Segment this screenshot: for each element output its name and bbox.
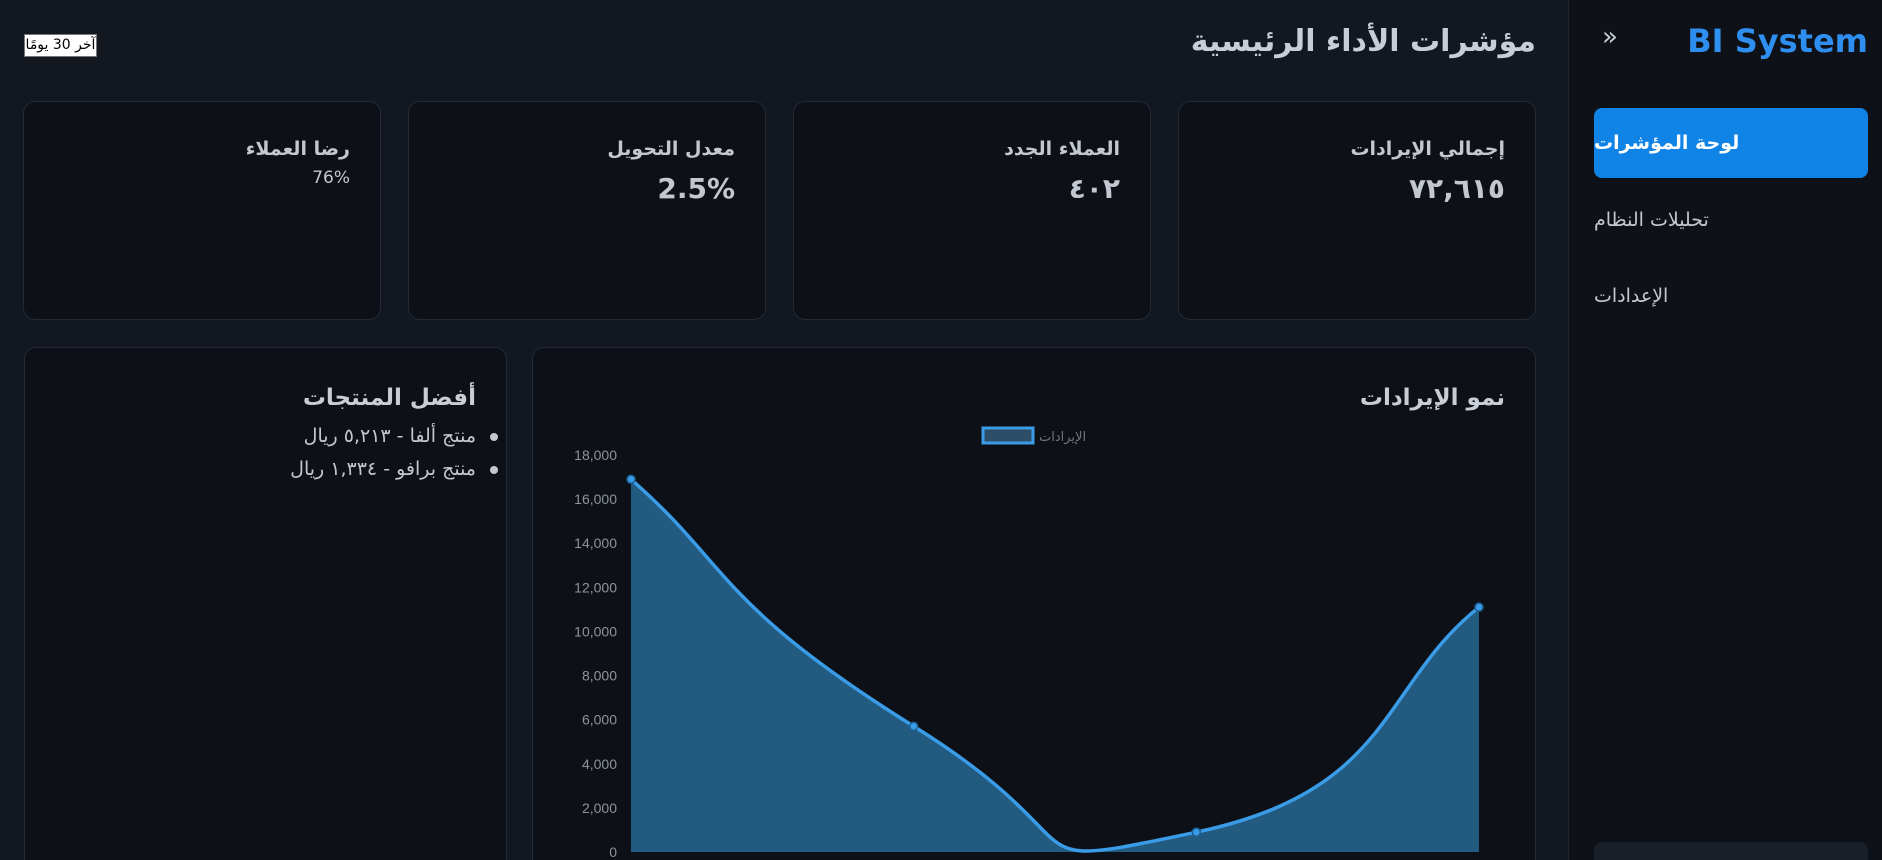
y-tick-label: 18,000 bbox=[574, 447, 617, 463]
kpi-label: العملاء الجدد bbox=[1004, 138, 1120, 160]
sidebar-nav: لوحة المؤشرات تحليلات النظام الإعدادات bbox=[1594, 108, 1868, 336]
kpi-card-revenue: إجمالي الإيرادات ٧٢,٦١٥ bbox=[1178, 101, 1536, 320]
sidebar-item-dashboard[interactable]: لوحة المؤشرات bbox=[1594, 108, 1868, 178]
data-point bbox=[1191, 827, 1202, 837]
legend-swatch bbox=[981, 426, 1035, 445]
sidebar-item-analytics[interactable]: تحليلات النظام bbox=[1594, 209, 1709, 231]
chevron-double-icon[interactable]: » bbox=[1602, 22, 1618, 52]
main-content: مؤشرات الأداء الرئيسية آخر 30 يومًا إجما… bbox=[23, 24, 1536, 860]
y-tick-label: 8,000 bbox=[582, 668, 617, 684]
kpi-label: رضا العملاء bbox=[245, 138, 350, 160]
y-tick-label: 10,000 bbox=[574, 623, 617, 639]
product-text: منتج ألفا - ٥,٢١٣ ريال bbox=[303, 425, 476, 447]
product-text: منتج برافو - ١,٣٣٤ ريال bbox=[290, 458, 476, 480]
sidebar-item-settings[interactable]: الإعدادات bbox=[1594, 285, 1669, 307]
y-tick-label: 4,000 bbox=[582, 756, 617, 772]
date-range-select[interactable]: آخر 30 يومًا bbox=[24, 34, 97, 57]
top-products-panel: أفضل المنتجات منتج ألفا - ٥,٢١٣ ريال منت… bbox=[24, 347, 507, 860]
legend-label: الإيرادات bbox=[1039, 430, 1086, 445]
kpi-card-satisfaction: رضا العملاء 76% bbox=[23, 101, 381, 320]
kpi-label: معدل التحويل bbox=[607, 138, 735, 160]
kpi-value: 2.5% bbox=[657, 172, 735, 205]
panel-title: أفضل المنتجات bbox=[302, 385, 476, 411]
y-tick-label: 2,000 bbox=[582, 800, 617, 816]
kpi-card-conversion: معدل التحويل 2.5% bbox=[408, 101, 766, 320]
y-tick-label: 14,000 bbox=[574, 535, 617, 551]
data-point bbox=[626, 474, 636, 485]
revenue-chart-panel: نمو الإيرادات 0 2,000 4,000 6,000 8,000 10,00… bbox=[532, 347, 1536, 860]
bullet-icon bbox=[490, 466, 498, 474]
y-tick-label: 16,000 bbox=[574, 491, 617, 507]
revenue-chart: 0 2,000 4,000 6,000 8,000 10,000 12,000 14,000 1… bbox=[574, 426, 1484, 860]
y-tick-label: 0 bbox=[609, 844, 617, 860]
kpi-value: 76% bbox=[312, 168, 350, 188]
panel-title: نمو الإيرادات bbox=[1359, 385, 1505, 411]
series-area bbox=[631, 479, 1479, 852]
sidebar-footer bbox=[1594, 842, 1868, 860]
bullet-icon bbox=[490, 433, 498, 441]
page-title: مؤشرات الأداء الرئيسية bbox=[1190, 24, 1536, 59]
kpi-card-new-customers: العملاء الجدد ٤٠٢ bbox=[793, 101, 1151, 320]
list-item: منتج ألفا - ٥,٢١٣ ريال bbox=[290, 420, 498, 453]
data-point bbox=[1474, 602, 1484, 612]
kpi-value: ٧٢,٦١٥ bbox=[1408, 172, 1505, 205]
kpi-value: ٤٠٢ bbox=[1068, 172, 1120, 205]
data-point bbox=[908, 721, 919, 732]
list-item: منتج برافو - ١,٣٣٤ ريال bbox=[290, 453, 498, 486]
kpi-label: إجمالي الإيرادات bbox=[1350, 138, 1505, 160]
sidebar: BI System » لوحة المؤشرات تحليلات النظام… bbox=[1568, 0, 1882, 860]
brand-logo: BI System bbox=[1687, 22, 1868, 60]
series-line bbox=[629, 477, 1481, 853]
y-tick-label: 6,000 bbox=[582, 712, 617, 728]
y-tick-label: 12,000 bbox=[574, 579, 617, 595]
product-list: منتج ألفا - ٥,٢١٣ ريال منتج برافو - ١,٣٣… bbox=[290, 420, 498, 486]
